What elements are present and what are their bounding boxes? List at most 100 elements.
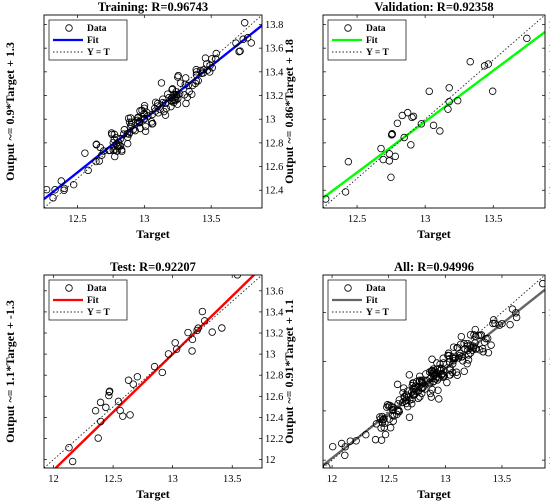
data-point [144, 112, 152, 120]
legend-label: Fit [87, 296, 99, 306]
fit-line [53, 275, 256, 468]
y-tick-label: 13.6 [548, 44, 550, 55]
data-point [174, 94, 182, 103]
data-point [418, 384, 427, 392]
data-point [444, 105, 452, 113]
data-point [506, 320, 514, 329]
data-point [362, 430, 370, 439]
data-point [377, 436, 386, 444]
data-point [114, 397, 123, 406]
y-tick-label: 12.8 [265, 371, 283, 382]
data-point [169, 98, 178, 107]
data-point [168, 85, 176, 94]
data-point [141, 122, 150, 131]
plot-marks [44, 15, 262, 208]
data-point [200, 317, 209, 325]
data-point [184, 328, 192, 337]
data-point [463, 360, 471, 368]
data-point [445, 98, 453, 106]
y-tick-label: 13.4 [265, 307, 284, 318]
data-point [498, 319, 506, 328]
x-tick-label: 13.5 [484, 214, 502, 225]
data-point [436, 127, 444, 135]
data-point [428, 355, 436, 363]
data-point [240, 19, 249, 27]
data-point [171, 339, 179, 347]
legend-data-marker [65, 284, 73, 292]
data-point [425, 87, 433, 96]
data-point [110, 130, 119, 139]
data-point [125, 118, 134, 126]
x-tick-label: 12.5 [348, 214, 366, 225]
data-point [236, 47, 244, 55]
data-point [452, 368, 461, 376]
identity-line [44, 15, 262, 208]
legend-label: Fit [87, 36, 99, 46]
y-tick-label: 13.4 [265, 67, 284, 78]
data-point [203, 66, 212, 74]
x-tick-label: 12 [327, 474, 338, 485]
data-point [408, 395, 416, 403]
data-point [388, 403, 396, 411]
data-point [174, 71, 182, 80]
x-tick-label: 13 [167, 474, 178, 485]
data-point [198, 307, 207, 316]
data-point [386, 424, 395, 432]
y-tick-label: 13.2 [265, 329, 283, 340]
data-point [188, 90, 196, 99]
data-point [426, 374, 434, 383]
data-point [470, 331, 478, 339]
data-point [182, 99, 190, 108]
y-tick-label: 13.4 [548, 67, 550, 78]
y-tick-label: 12.8 [265, 138, 283, 149]
data-point [461, 345, 469, 353]
data-point [460, 367, 468, 376]
plot-marks [44, 275, 262, 468]
data-point [192, 68, 201, 76]
data-point [471, 339, 479, 347]
data-point [394, 400, 402, 408]
data-point [456, 349, 464, 357]
data-point [464, 351, 473, 359]
y-tick-label: 13.6 [265, 286, 283, 297]
data-point [168, 85, 177, 93]
data-point [489, 316, 498, 324]
data-point [466, 331, 475, 339]
data-point [489, 319, 497, 328]
y-tick-label: 13 [548, 357, 550, 368]
data-point [134, 114, 142, 122]
data-point [51, 186, 59, 194]
y-tick-label: 12.8 [548, 138, 550, 149]
legend-label: Y = T [366, 48, 389, 58]
data-point [173, 100, 182, 108]
data-point [102, 403, 110, 412]
data-point [344, 158, 353, 166]
data-point [44, 185, 51, 194]
data-point [379, 155, 387, 164]
y-tick-label: 12.4 [548, 186, 550, 197]
data-point [148, 120, 156, 128]
y-tick-label: 13 [548, 115, 550, 126]
data-point [159, 95, 167, 103]
data-point [539, 279, 545, 288]
data-point [156, 105, 164, 114]
data-point [194, 77, 202, 85]
x-axis-label: Target [136, 487, 170, 501]
data-point [341, 451, 349, 459]
data-point [381, 430, 390, 439]
data-point [431, 375, 440, 383]
data-point [404, 402, 412, 411]
data-point [151, 98, 160, 107]
data-point [405, 371, 414, 379]
data-point [445, 84, 453, 92]
data-point [202, 60, 211, 68]
data-point [388, 411, 397, 420]
data-point [484, 60, 493, 68]
data-point [84, 166, 92, 175]
data-point [388, 130, 396, 138]
data-point [457, 353, 466, 361]
data-point [161, 99, 169, 108]
x-tick-label: 13.5 [202, 214, 220, 225]
x-tick-label: 13.5 [493, 474, 511, 485]
data-point [466, 58, 474, 66]
